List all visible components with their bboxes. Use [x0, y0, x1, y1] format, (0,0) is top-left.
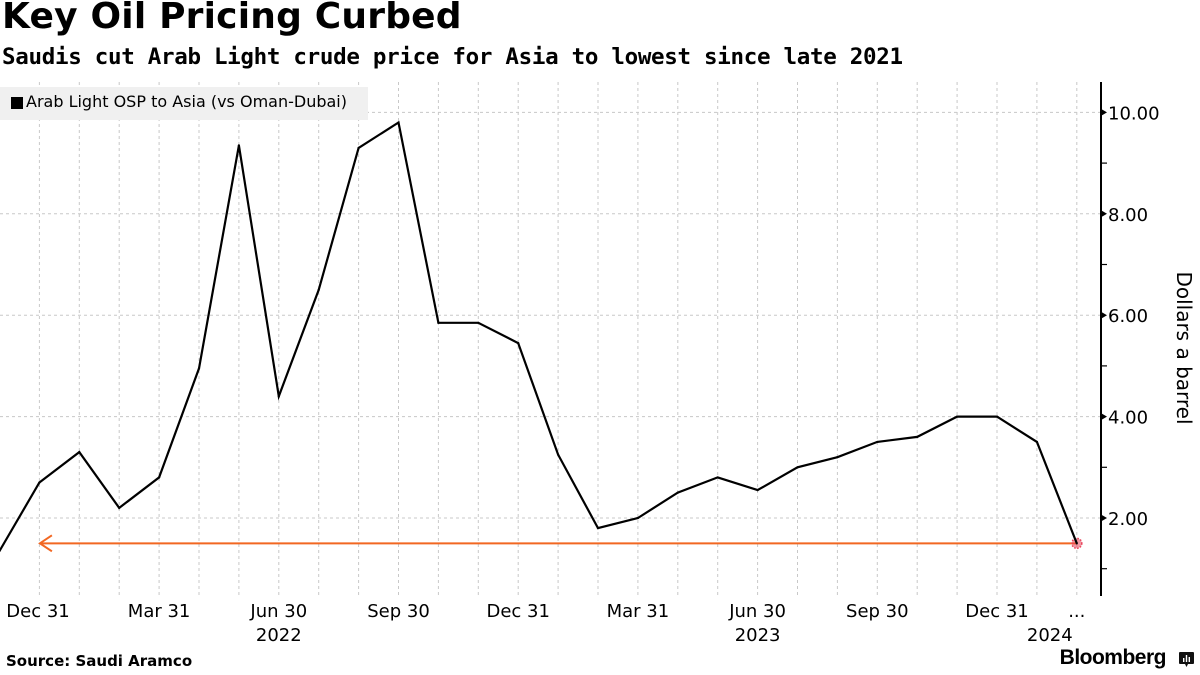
data-point — [676, 491, 679, 494]
x-year-label: 2022 — [256, 625, 302, 646]
x-tick-label: Mar 31 — [607, 601, 670, 622]
x-year-label: 2024 — [1027, 625, 1073, 646]
x-tick-label: Sep 30 — [367, 601, 430, 622]
data-point — [995, 415, 999, 418]
data-point — [716, 476, 719, 479]
x-tick-label: Mar 31 — [128, 601, 191, 622]
data-point — [557, 453, 560, 456]
y-major-tick — [1101, 311, 1107, 319]
y-tick-label: 6.00 — [1108, 306, 1148, 327]
y-major-tick — [1101, 108, 1107, 116]
data-point — [916, 435, 919, 438]
data-point — [1075, 542, 1078, 545]
legend-swatch-icon — [11, 97, 23, 109]
data-point — [0, 549, 1, 552]
data-point — [636, 516, 640, 520]
data-point — [876, 440, 879, 444]
chart-title: Key Oil Pricing Curbed — [2, 0, 462, 37]
y-tick-label: 8.00 — [1108, 205, 1148, 226]
data-point — [397, 121, 400, 124]
x-tick-label: Sep 30 — [846, 601, 909, 622]
x-tick-label: Jun 30 — [249, 601, 307, 622]
data-point — [237, 144, 240, 147]
data-point — [756, 489, 759, 492]
x-axis: Dec 31 Mar 31 Jun 30 2022 Sep 30 Dec 31 Mar 31… — [6, 601, 1085, 646]
data-point — [197, 367, 201, 370]
data-point — [1035, 440, 1038, 444]
x-tick-label: Dec 31 — [6, 601, 69, 622]
data-point — [158, 476, 161, 479]
data-point — [38, 481, 41, 484]
x-tick-label: Dec 31 — [486, 601, 549, 622]
source-note: Source: Saudi Aramco — [6, 652, 193, 670]
x-tick-label: Jun 30 — [728, 601, 786, 622]
y-axis: 2.00 4.00 6.00 8.00 10.00 — [1100, 82, 1160, 596]
data-point — [277, 395, 280, 398]
legend-label: Arab Light OSP to Asia (vs Oman-Dubai) — [26, 92, 347, 111]
bloomberg-logo: Bloomberg — [1059, 646, 1167, 669]
data-point — [357, 146, 360, 149]
data-point — [596, 527, 600, 530]
data-point — [437, 321, 440, 324]
data-point — [118, 506, 121, 509]
y-tick-label: 2.00 — [1108, 509, 1148, 530]
x-year-label: 2023 — [735, 625, 781, 646]
data-point — [956, 415, 959, 418]
arrowhead-left-icon — [38, 534, 53, 553]
chart-subtitle: Saudis cut Arab Light crude price for As… — [2, 44, 903, 70]
data-point — [796, 466, 799, 469]
y-tick-label: 4.00 — [1108, 408, 1148, 429]
y-axis-label: Dollars a barrel — [1172, 271, 1196, 424]
y-tick-label: 10.00 — [1108, 103, 1160, 124]
y-major-tick — [1101, 514, 1107, 522]
data-point — [517, 341, 520, 345]
data-point — [836, 456, 839, 459]
data-points — [0, 121, 1078, 552]
data-point — [477, 321, 480, 324]
annotations — [38, 534, 1083, 553]
data-point — [78, 450, 81, 454]
series-line-arab-light-osp — [0, 120, 1078, 552]
x-tick-label: Dec 31 — [965, 601, 1028, 622]
y-major-tick — [1101, 210, 1107, 218]
grid — [0, 82, 1101, 596]
x-tick-label: ... — [1068, 601, 1085, 622]
legend: Arab Light OSP to Asia (vs Oman-Dubai) — [0, 87, 368, 120]
data-point — [317, 288, 320, 291]
bloomberg-chart-icon — [1179, 652, 1194, 667]
y-major-tick — [1101, 413, 1107, 421]
